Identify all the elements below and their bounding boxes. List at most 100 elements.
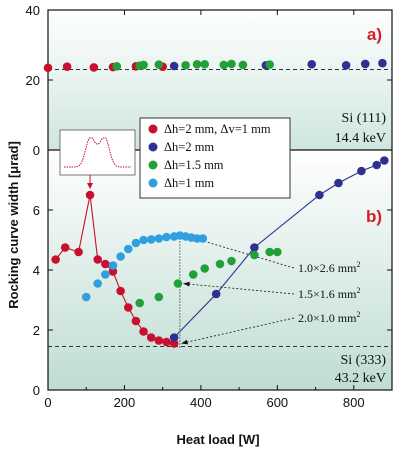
panel-b-data-point	[173, 279, 183, 288]
panel-a-data-point	[192, 59, 202, 69]
y-tick-label-a: 20	[26, 73, 40, 88]
panel-b-data-point	[93, 279, 102, 288]
legend-marker	[148, 178, 158, 188]
panel-b-data-point	[123, 244, 133, 254]
annotation-arrow-head	[181, 339, 188, 345]
panel-b-data-point	[273, 247, 282, 257]
panel-a-data-point	[62, 62, 72, 71]
panel-a-data-point	[139, 60, 148, 70]
panel-b-data-point	[74, 247, 83, 257]
panel-b-data-point	[200, 264, 210, 273]
panel-b-data-point	[215, 259, 225, 269]
panel-b-data-point	[227, 256, 236, 266]
inset-arrow-head	[87, 183, 94, 189]
panel-b-data-point	[334, 178, 343, 188]
panel-b-data-point	[139, 235, 148, 245]
y-tick-label-b: 2	[33, 323, 40, 338]
panel-b-data-point	[154, 234, 164, 243]
panel-b-data-point	[135, 298, 145, 308]
annotation-arrow-head	[182, 281, 190, 287]
panel-b-data-point	[93, 255, 102, 264]
y-tick-label-b: 4	[33, 263, 40, 278]
panel-b-data-point	[380, 156, 389, 165]
panel-a-data-point	[378, 58, 387, 68]
panel-a-data-point	[227, 59, 236, 69]
panel-b-data-point	[188, 270, 198, 279]
panel-b-tag: b)	[366, 207, 382, 226]
legend-marker	[148, 124, 158, 134]
legend-label: Δh=1 mm	[164, 176, 214, 190]
panel-a-data-point	[219, 60, 229, 70]
x-tick-label: 800	[343, 395, 365, 410]
annotation-label: 1.0×2.6 mm2	[298, 260, 360, 275]
panel-b-data-point	[357, 166, 366, 176]
panel-a-data-point	[360, 59, 370, 69]
legend-marker	[148, 142, 158, 152]
y-axis-title: Rocking curve width [μrad]	[6, 141, 21, 309]
panel-b-data-point	[116, 286, 125, 296]
panel-b-data-point	[198, 234, 208, 243]
panel-b-data-point	[85, 190, 95, 200]
legend-box	[139, 117, 291, 199]
panel-b-reflection: Si (333)	[341, 353, 387, 368]
panel-b-data-point	[101, 270, 110, 279]
annotation-leader	[182, 283, 295, 295]
panel-b-energy: 43.2 keV	[335, 371, 386, 386]
panel-b-data-point	[250, 243, 259, 252]
panel-b-data-point	[81, 292, 91, 302]
panel-b-data-point	[169, 333, 179, 342]
panel-a-data-point	[307, 59, 317, 69]
panel-b-data-point	[169, 339, 179, 348]
annotation-label: 2.0×1.0 mm2	[298, 310, 360, 325]
panel-a-data-point	[43, 63, 53, 73]
panel-a-energy: 14.4 keV	[335, 131, 386, 146]
panel-b-data-point	[101, 259, 110, 269]
panel-a-data-point	[200, 59, 210, 69]
inset-curve	[64, 137, 131, 168]
panel-a-tag: a)	[367, 25, 382, 44]
y-tick-label-a: 40	[26, 3, 40, 18]
panel-a-data-point	[169, 61, 179, 71]
panel-a-data-point	[154, 60, 164, 69]
legend-marker	[148, 160, 158, 170]
panel-a-data-point	[341, 61, 351, 70]
panel-b-data-point	[131, 238, 141, 248]
panel-b-data-point	[162, 337, 171, 347]
panel-b-data-point	[372, 160, 382, 170]
x-tick-label: 0	[44, 395, 51, 410]
panel-b-data-point	[162, 232, 171, 242]
legend-label: Δh=1.5 mm	[164, 158, 224, 172]
panel-a-data-point	[112, 62, 122, 71]
panel-b-data-point	[123, 303, 133, 312]
panel-a-data-point	[89, 63, 99, 72]
panel-b-data-point	[108, 261, 118, 270]
plot-frame	[47, 9, 393, 391]
panel-b-data-point	[265, 247, 274, 257]
panel-a-reflection: Si (111)	[342, 111, 387, 126]
annotation-label: 1.5×1.6 mm2	[298, 286, 360, 301]
panel-b-data-point	[108, 267, 118, 276]
panel-b-data-point	[154, 292, 164, 302]
panel-b-data-point	[51, 255, 60, 264]
panel-b-data-point	[211, 289, 221, 299]
panel-a-data-point	[181, 61, 190, 70]
annotation-leader	[180, 317, 295, 344]
panel-b-data-point	[131, 316, 141, 326]
y-tick-label-b: 6	[33, 203, 40, 218]
x-tick-label: 200	[114, 395, 136, 410]
panel-b-data-point	[116, 252, 125, 261]
panel-b-data-point	[250, 250, 259, 260]
x-tick-label: 400	[190, 395, 212, 410]
legend-label: Δh=2 mm	[164, 140, 214, 154]
y-tick-label-b: 0	[33, 383, 40, 398]
annotation-leader	[184, 235, 295, 269]
x-tick-label: 600	[266, 395, 288, 410]
panel-a-data-point	[238, 60, 248, 70]
panel-b-data-point	[139, 327, 148, 336]
y-tick-label-a: 0	[33, 143, 40, 158]
panel-b-data-point	[315, 190, 324, 200]
inset-box	[59, 129, 136, 176]
panel-b-data-point	[60, 243, 70, 252]
panel-b-data-point	[146, 333, 156, 342]
